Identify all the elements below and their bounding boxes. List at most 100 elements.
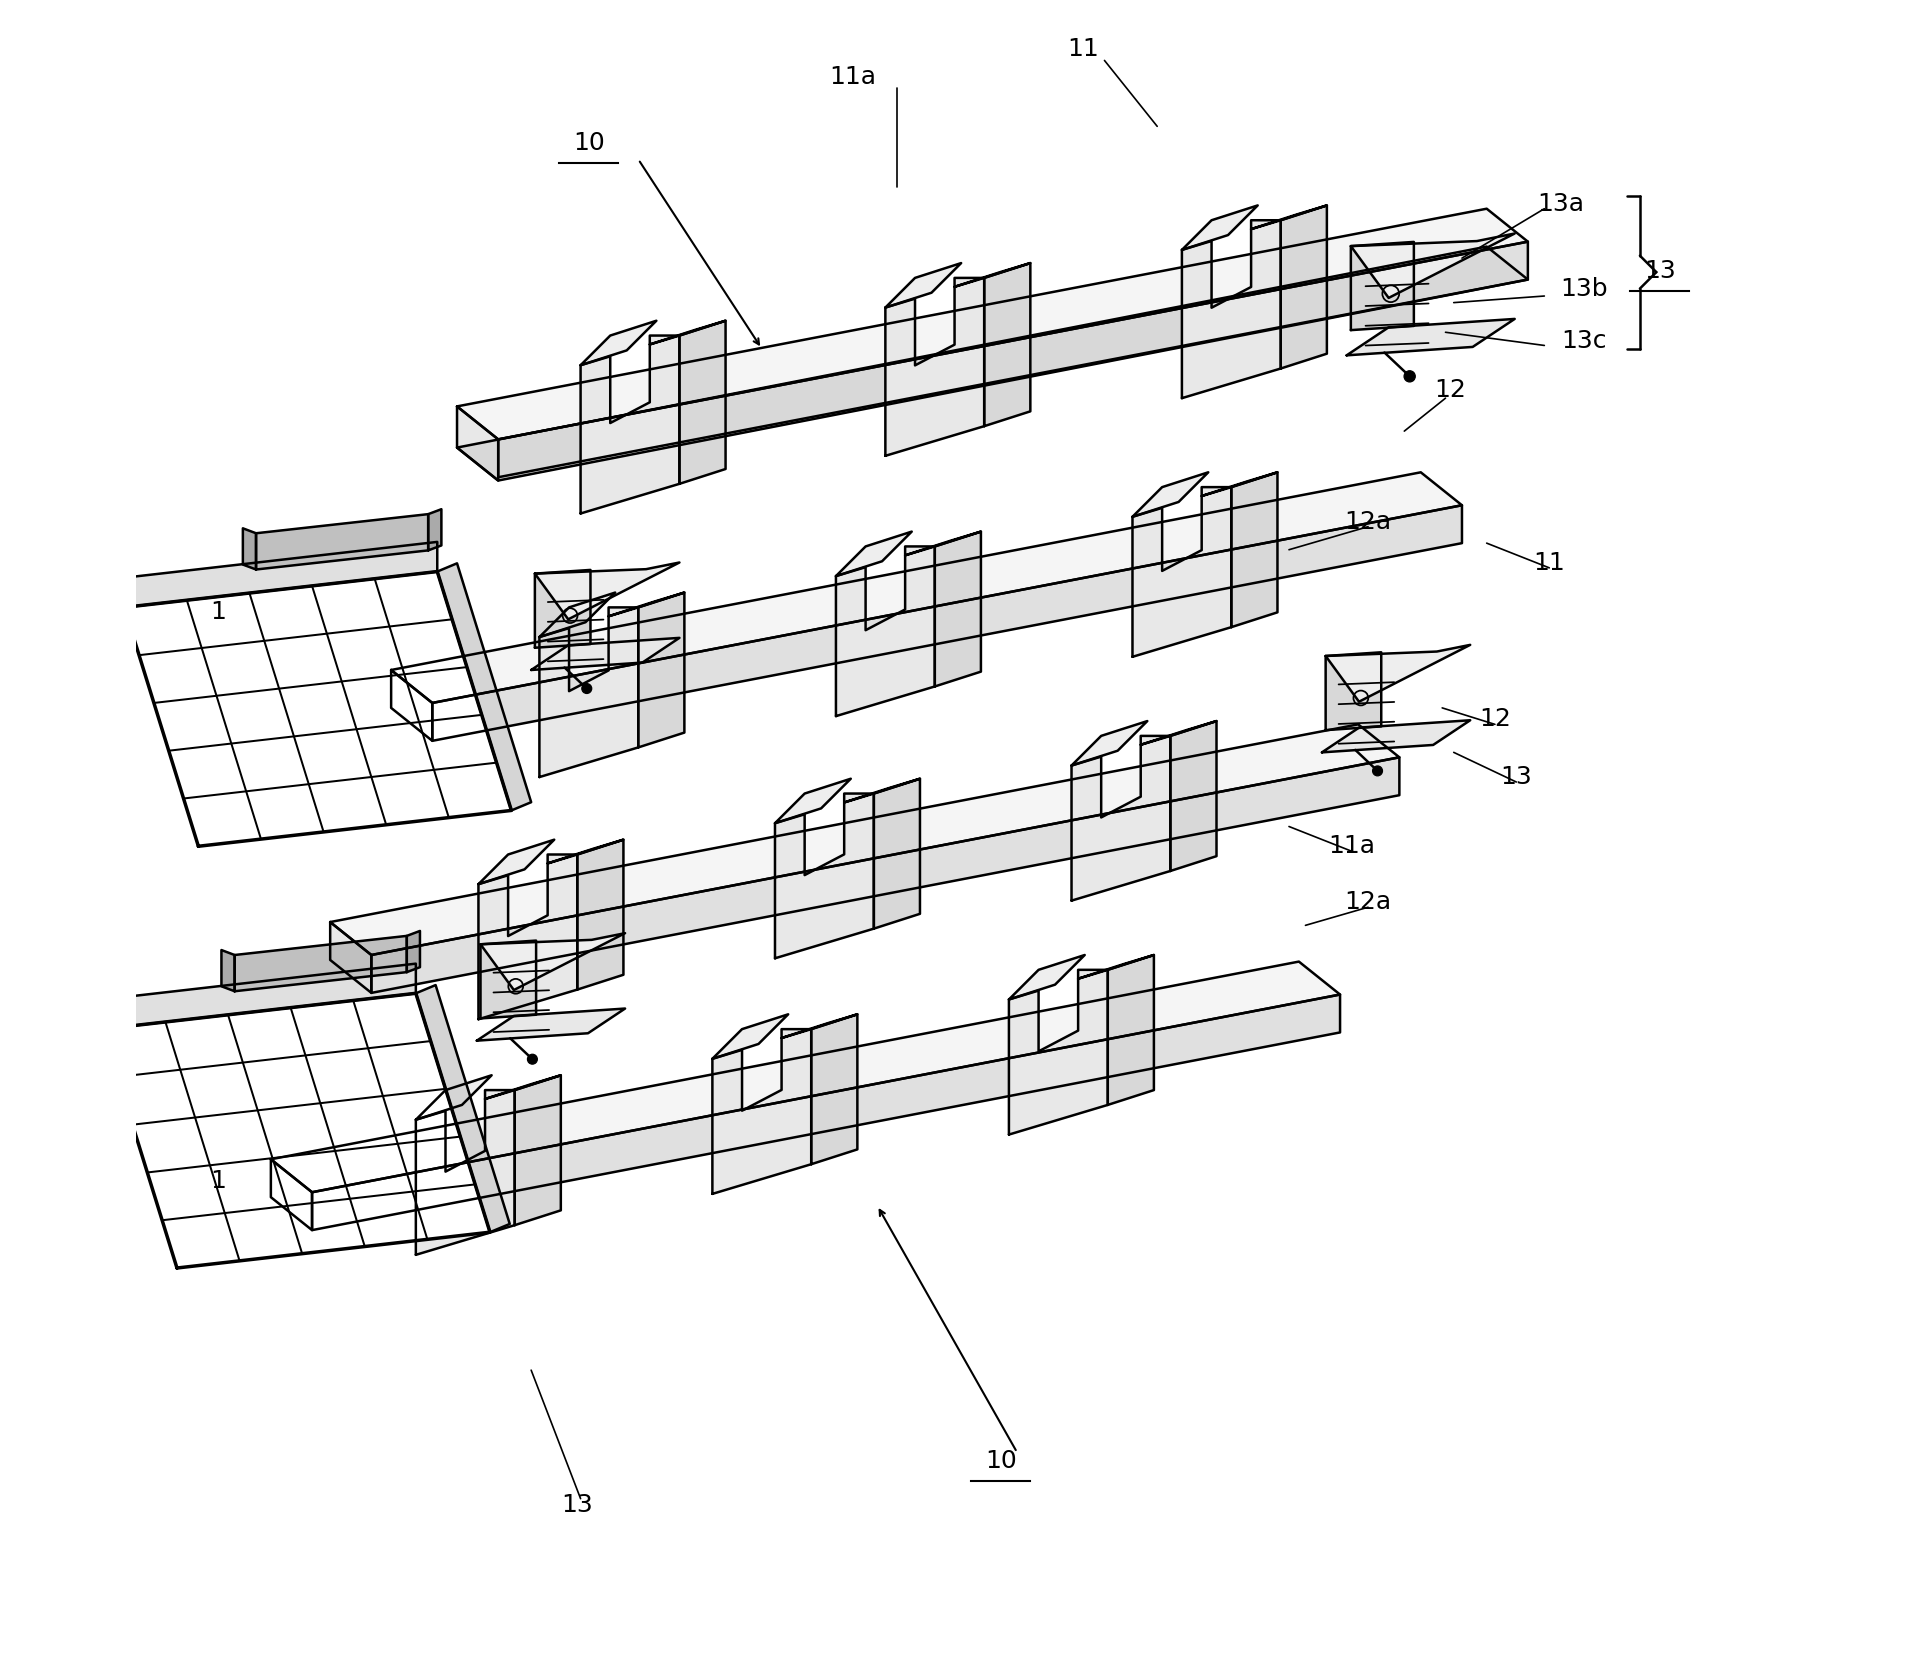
Polygon shape [581, 336, 679, 514]
Circle shape [1405, 370, 1416, 382]
Text: 10: 10 [984, 1448, 1017, 1473]
Text: 13: 13 [1501, 765, 1531, 788]
Text: 11: 11 [1067, 36, 1100, 61]
Polygon shape [457, 407, 499, 481]
Polygon shape [478, 855, 578, 1020]
Text: 1: 1 [211, 600, 226, 625]
Polygon shape [837, 547, 935, 716]
Text: 12: 12 [1435, 379, 1466, 402]
Text: 13a: 13a [1537, 192, 1585, 217]
Polygon shape [1326, 653, 1382, 731]
Polygon shape [844, 779, 919, 802]
Text: 13: 13 [1645, 260, 1675, 283]
Polygon shape [438, 564, 532, 810]
Text: 13: 13 [562, 1493, 593, 1517]
Polygon shape [775, 793, 873, 959]
Polygon shape [391, 669, 432, 741]
Polygon shape [781, 1015, 858, 1038]
Polygon shape [104, 993, 489, 1268]
Polygon shape [539, 592, 616, 636]
Polygon shape [416, 985, 510, 1231]
Polygon shape [608, 592, 685, 617]
Polygon shape [416, 1074, 491, 1119]
Polygon shape [125, 542, 438, 607]
Polygon shape [125, 572, 510, 846]
Polygon shape [372, 757, 1399, 993]
Polygon shape [532, 638, 679, 669]
Polygon shape [651, 321, 725, 344]
Polygon shape [1326, 645, 1470, 703]
Polygon shape [712, 1015, 789, 1060]
Text: 12: 12 [1480, 707, 1510, 731]
Polygon shape [486, 1074, 560, 1099]
Polygon shape [935, 532, 981, 686]
Polygon shape [1201, 473, 1278, 496]
Polygon shape [428, 509, 441, 550]
Polygon shape [457, 208, 1528, 440]
Circle shape [1372, 765, 1382, 775]
Circle shape [528, 1055, 537, 1065]
Polygon shape [984, 263, 1031, 426]
Polygon shape [812, 1015, 858, 1164]
Polygon shape [1009, 955, 1084, 1000]
Polygon shape [478, 840, 555, 884]
Text: 1: 1 [211, 1169, 226, 1193]
Polygon shape [1182, 205, 1257, 250]
Polygon shape [221, 950, 234, 992]
Polygon shape [234, 936, 407, 992]
Polygon shape [885, 278, 984, 456]
Polygon shape [432, 506, 1462, 741]
Polygon shape [1171, 721, 1217, 871]
Polygon shape [313, 995, 1339, 1230]
Polygon shape [104, 964, 416, 1030]
Polygon shape [581, 321, 656, 365]
Polygon shape [391, 473, 1462, 703]
Polygon shape [679, 321, 725, 484]
Polygon shape [416, 1089, 514, 1255]
Polygon shape [330, 724, 1399, 955]
Polygon shape [954, 263, 1031, 288]
Polygon shape [1322, 721, 1470, 752]
Text: 13b: 13b [1560, 278, 1608, 301]
Polygon shape [457, 246, 1528, 481]
Polygon shape [1347, 319, 1514, 355]
Polygon shape [885, 263, 961, 307]
Polygon shape [271, 962, 1339, 1192]
Polygon shape [1351, 241, 1414, 331]
Polygon shape [837, 532, 912, 577]
Polygon shape [1071, 736, 1171, 901]
Polygon shape [330, 922, 372, 993]
Polygon shape [873, 779, 919, 929]
Polygon shape [476, 1008, 626, 1041]
Text: 11: 11 [1533, 550, 1566, 575]
Polygon shape [1009, 970, 1107, 1134]
Polygon shape [1182, 220, 1280, 398]
Polygon shape [535, 570, 591, 648]
Polygon shape [1132, 473, 1209, 517]
Polygon shape [578, 840, 624, 990]
Polygon shape [1132, 488, 1232, 656]
Polygon shape [1280, 205, 1326, 369]
Polygon shape [244, 529, 255, 570]
Text: 13c: 13c [1562, 329, 1606, 352]
Text: 11a: 11a [829, 64, 875, 89]
Polygon shape [1232, 473, 1278, 626]
Polygon shape [271, 1159, 313, 1230]
Text: 12a: 12a [1345, 509, 1391, 534]
Polygon shape [535, 562, 679, 620]
Polygon shape [775, 779, 850, 823]
Text: 11a: 11a [1328, 835, 1376, 858]
Polygon shape [255, 514, 428, 570]
Polygon shape [712, 1030, 812, 1193]
Polygon shape [480, 934, 626, 990]
Polygon shape [1251, 205, 1326, 230]
Polygon shape [1140, 721, 1217, 746]
Polygon shape [1078, 955, 1153, 979]
Polygon shape [480, 941, 535, 1018]
Polygon shape [539, 607, 639, 777]
Text: 10: 10 [574, 131, 604, 155]
Text: 12a: 12a [1345, 891, 1391, 914]
Polygon shape [906, 532, 981, 555]
Polygon shape [1107, 955, 1153, 1104]
Polygon shape [514, 1074, 560, 1225]
